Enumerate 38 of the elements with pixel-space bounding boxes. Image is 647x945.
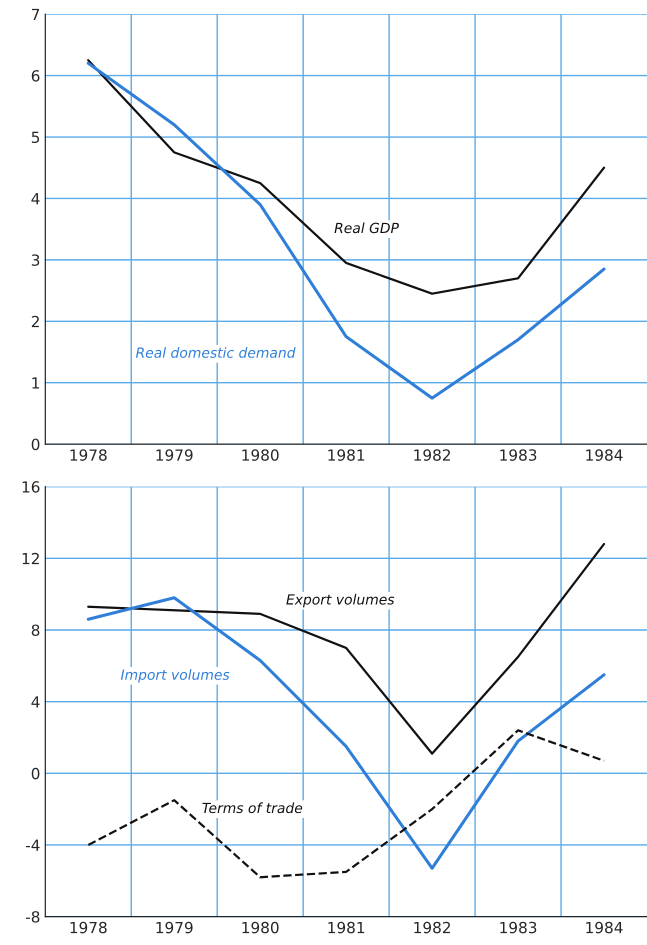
x-tick-label: 1983 <box>500 449 536 461</box>
x-tick-label: 1979 <box>156 922 193 934</box>
y-tick-label: 5 <box>32 132 40 144</box>
x-tick-label: 1984 <box>586 449 623 461</box>
y-tick-label: -8 <box>26 911 40 923</box>
y-tick-label: 6 <box>32 70 40 82</box>
y-tick-label: 8 <box>32 624 40 636</box>
y-tick-label: 4 <box>31 193 40 204</box>
y-tick-label: 7 <box>32 8 40 20</box>
x-tick-label: 1984 <box>586 922 623 934</box>
line-series <box>86 62 606 400</box>
series-label: Real GDP <box>334 222 399 234</box>
x-tick-label: 1983 <box>500 922 536 934</box>
y-tick-label: -4 <box>26 840 40 851</box>
x-tick-label: 1978 <box>70 449 107 461</box>
x-tick-label: 1978 <box>70 922 107 934</box>
line-series <box>87 729 606 878</box>
x-tick-label: 1980 <box>242 449 279 461</box>
series-label: Terms of trade <box>202 802 302 814</box>
text: Real domestic demand <box>136 347 296 358</box>
y-tick-label: 12 <box>22 552 39 564</box>
x-tick-label: 1981 <box>328 449 364 461</box>
x-tick-label: 1981 <box>328 922 364 934</box>
series-label: Export volumes <box>286 594 394 608</box>
y-tick-label: 4 <box>31 696 40 708</box>
x-tick-label: 1982 <box>414 449 450 461</box>
x-tick-label: 1982 <box>414 922 450 934</box>
y-tick-label: 16 <box>22 481 40 493</box>
x-tick-label: 1980 <box>242 922 279 934</box>
y-tick-label: 1 <box>32 377 40 389</box>
series-label: Import volumes <box>120 669 230 683</box>
y-tick-label: 0 <box>32 768 40 780</box>
x-tick-label: 1979 <box>156 449 193 461</box>
line-series <box>87 542 606 755</box>
y-tick-label: 0 <box>32 438 40 450</box>
y-tick-label: 3 <box>32 254 40 266</box>
line-series <box>87 59 606 295</box>
y-tick-label: 2 <box>32 316 39 328</box>
